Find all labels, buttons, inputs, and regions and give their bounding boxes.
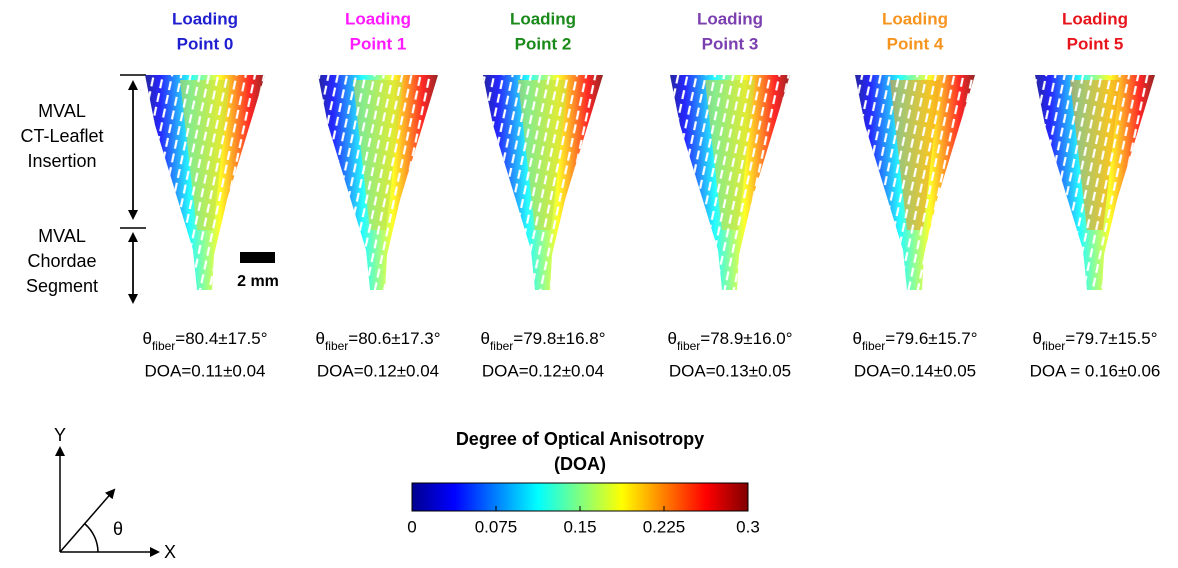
- region-label: Segment: [26, 276, 98, 296]
- colorbar-title: Degree of Optical Anisotropy: [456, 429, 704, 449]
- theta-subscript: fiber: [152, 339, 175, 353]
- doa-stat: DOA=0.13±0.05: [669, 361, 791, 380]
- fiber-overlay: [670, 75, 790, 290]
- theta-symbol: θ: [315, 329, 324, 348]
- theta-stat: θfiber=80.4±17.5°: [142, 329, 267, 353]
- theta-symbol: θ: [142, 329, 151, 348]
- panel-title: Loading: [345, 9, 411, 28]
- panel-title: Point 1: [350, 34, 407, 53]
- axis-x-label: X: [164, 542, 176, 562]
- panel-title: Point 5: [1067, 34, 1124, 53]
- theta-subscript: fiber: [490, 339, 513, 353]
- theta-subscript: fiber: [325, 339, 348, 353]
- theta-symbol: θ: [1032, 329, 1041, 348]
- theta-symbol: θ: [480, 329, 489, 348]
- colorbar-tick-label: 0.075: [475, 517, 518, 536]
- panel-title: Point 3: [702, 34, 759, 53]
- theta-symbol: θ: [667, 329, 676, 348]
- panel-title: Loading: [172, 9, 238, 28]
- colorbar-tick-label: 0: [407, 517, 416, 536]
- theta-stat: θfiber=79.7±15.5°: [1032, 329, 1157, 353]
- theta-value: =80.4±17.5°: [175, 329, 267, 348]
- fiber-overlay: [318, 75, 438, 290]
- fiber-arrow: [59, 488, 116, 553]
- fiber-overlay: [1035, 75, 1155, 290]
- theta-subscript: fiber: [677, 339, 700, 353]
- colorbar-tick-label: 0.15: [563, 517, 596, 536]
- fiber-overlay: [483, 75, 603, 290]
- theta-stat: θfiber=79.6±15.7°: [852, 329, 977, 353]
- panel-title: Loading: [1062, 9, 1128, 28]
- panel-title: Loading: [510, 9, 576, 28]
- theta-stat: θfiber=80.6±17.3°: [315, 329, 440, 353]
- doa-stat: DOA=0.12±0.04: [317, 361, 439, 380]
- theta-value: =79.8±16.8°: [513, 329, 605, 348]
- region-label: Insertion: [27, 151, 96, 171]
- region-label: Chordae: [27, 251, 96, 271]
- panel-title: Point 4: [887, 34, 944, 53]
- region-label: CT-Leaflet: [20, 126, 103, 146]
- axis-y-label: Y: [54, 425, 66, 445]
- colorbar-tick-label: 0.225: [643, 517, 686, 536]
- theta-value: =78.9±16.0°: [700, 329, 792, 348]
- doa-stat: DOA=0.14±0.05: [854, 361, 976, 380]
- fiber-overlay: [855, 75, 975, 290]
- colorbar-title: (DOA): [554, 454, 606, 474]
- panel-title: Point 2: [515, 34, 572, 53]
- theta-stat: θfiber=79.8±16.8°: [480, 329, 605, 353]
- angle-arc: [84, 523, 99, 553]
- angle-label: θ: [113, 519, 123, 539]
- theta-subscript: fiber: [1042, 339, 1065, 353]
- theta-value: =79.7±15.5°: [1065, 329, 1157, 348]
- panel-title: Loading: [882, 9, 948, 28]
- doa-stat: DOA = 0.16±0.06: [1030, 361, 1161, 380]
- region-label: MVAL: [38, 101, 86, 121]
- theta-value: =80.6±17.3°: [348, 329, 440, 348]
- doa-stat: DOA=0.11±0.04: [144, 361, 265, 380]
- theta-value: =79.6±15.7°: [885, 329, 977, 348]
- panel-title: Point 0: [177, 34, 234, 53]
- scale-bar: [240, 252, 275, 263]
- theta-subscript: fiber: [862, 339, 885, 353]
- region-label: MVAL: [38, 226, 86, 246]
- doa-stat: DOA=0.12±0.04: [482, 361, 604, 380]
- theta-symbol: θ: [852, 329, 861, 348]
- panel-title: Loading: [697, 9, 763, 28]
- scale-label: 2 mm: [237, 273, 279, 290]
- colorbar-tick-label: 0.3: [736, 517, 760, 536]
- theta-stat: θfiber=78.9±16.0°: [667, 329, 792, 353]
- fiber-overlay: [145, 75, 265, 290]
